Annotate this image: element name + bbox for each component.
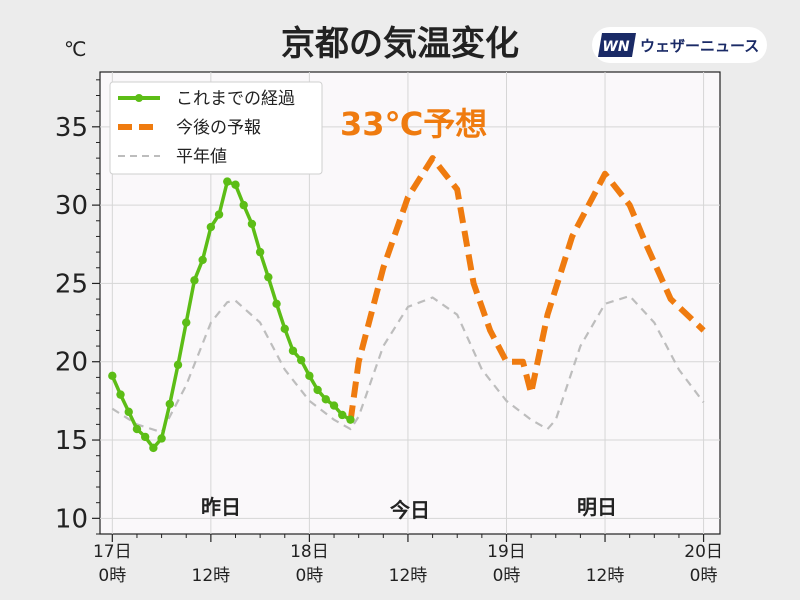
brand-name: ウェザーニュース (640, 37, 759, 55)
data-point-observed (329, 401, 339, 410)
forecast-high-annotation: 33℃予想 (340, 105, 487, 143)
data-point-observed (338, 410, 347, 420)
y-tick-label: 20 (55, 348, 88, 378)
x-axis: 17日 0時 12時 18日 0時 12時 19日 0時 12時 20日 0時 (93, 534, 723, 586)
data-point-observed (313, 385, 322, 395)
data-point-observed (108, 371, 117, 381)
data-point-observed (321, 395, 331, 404)
data-point-observed (157, 434, 166, 443)
data-point-observed (140, 432, 150, 442)
x-tick-label-hour: 12時 (586, 566, 625, 586)
legend-label-normal: 平年値 (176, 147, 227, 167)
legend-label-forecast: 今後の予報 (176, 118, 261, 138)
data-point-observed (272, 299, 281, 308)
brand-pill (592, 27, 767, 63)
x-tick-label-hour: 12時 (192, 566, 231, 586)
y-tick-label: 25 (55, 269, 88, 299)
y-tick-label: 15 (55, 426, 88, 456)
line-forecast (347, 155, 706, 422)
data-point-observed (231, 180, 240, 189)
x-tick-label-day: 19日 (487, 542, 526, 562)
x-tick-label-day: 17日 (93, 542, 132, 562)
y-axis-unit: ℃ (64, 37, 86, 61)
series-observed (108, 177, 355, 453)
chart-title: 京都の気温変化 (281, 24, 519, 64)
data-point-observed (288, 346, 298, 355)
legend: これまでの経過 今後の予報 平年値 (109, 81, 323, 175)
legend-swatch-observed (118, 94, 160, 102)
data-point-observed (255, 247, 265, 257)
x-tick-label-hour: 0時 (690, 566, 718, 586)
data-point-observed (182, 318, 191, 327)
brand-mark-icon: WN (598, 33, 636, 57)
data-point-observed (116, 390, 125, 399)
data-point-observed (132, 424, 142, 434)
data-point-observed (149, 443, 158, 453)
data-point-observed (239, 200, 248, 210)
y-tick-label: 10 (55, 504, 88, 534)
data-point-observed (346, 415, 355, 424)
data-point-observed (165, 399, 175, 409)
x-tick-label-day: 20日 (684, 542, 723, 562)
x-tick-label-hour: 0時 (98, 566, 126, 586)
day-label-yesterday: 昨日 (201, 495, 241, 519)
x-tick-label-hour: 0時 (295, 566, 323, 586)
data-point-observed (214, 210, 224, 219)
series-forecast (347, 155, 706, 422)
data-point-observed (305, 371, 314, 381)
brand-mark-text: WN (602, 39, 629, 55)
data-point-observed (296, 355, 306, 365)
legend-label-observed: これまでの経過 (176, 89, 295, 109)
data-point-observed (247, 219, 257, 229)
brand-logo: WN ウェザーニュース (592, 27, 767, 63)
y-tick-label: 35 (55, 113, 88, 143)
day-label-tomorrow: 明日 (577, 495, 617, 519)
data-point-observed (223, 177, 232, 186)
data-point-observed (190, 276, 199, 285)
x-tick-label-hour: 0時 (493, 566, 521, 586)
data-point-observed (206, 222, 216, 232)
legend-box (109, 81, 323, 175)
x-tick-label-day: 18日 (290, 542, 329, 562)
y-axis: 10 15 20 25 30 35 (55, 79, 100, 535)
data-point-observed (198, 255, 207, 265)
series-normal (111, 294, 705, 434)
data-point-observed (264, 272, 273, 282)
line-normal (111, 294, 705, 434)
data-point-observed (124, 407, 133, 417)
data-point-observed (280, 324, 289, 334)
y-tick-label: 30 (55, 191, 88, 221)
data-point-observed (173, 360, 183, 370)
day-label-today: 今日 (390, 498, 430, 522)
x-tick-label-hour: 12時 (389, 566, 428, 586)
